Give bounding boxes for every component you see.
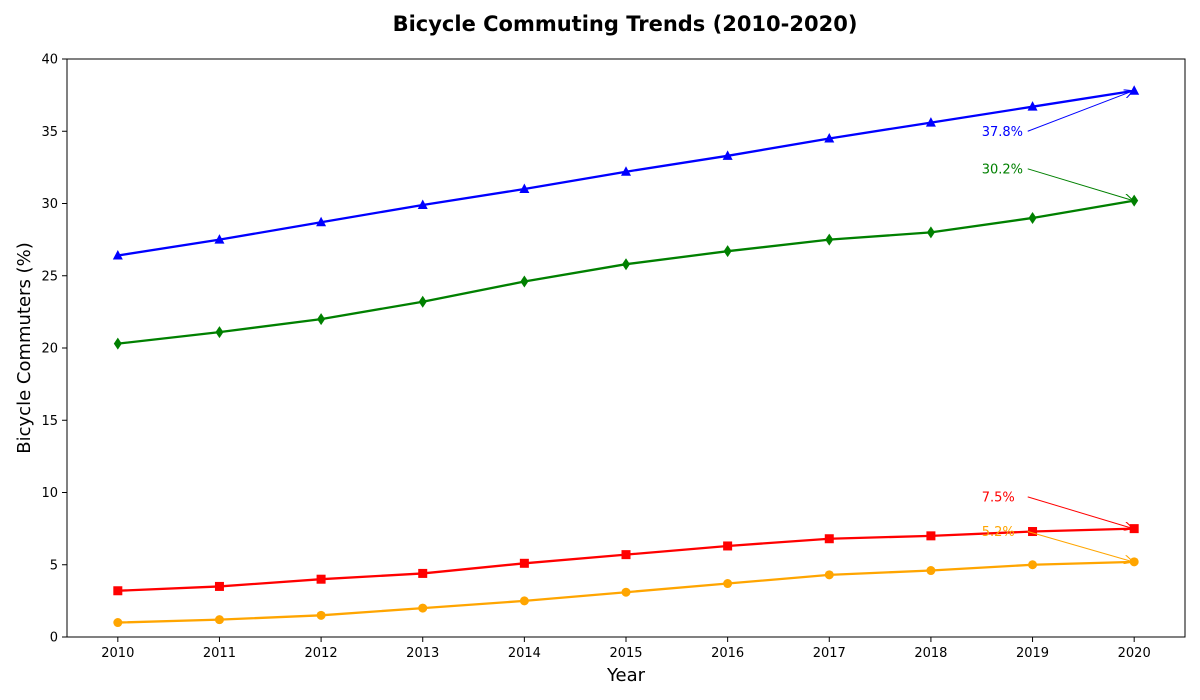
x-tick-label: 2015 [609,646,642,661]
data-point-diamond [1028,211,1037,224]
data-point-diamond [215,326,224,339]
data-point-square [926,531,936,541]
y-tick-label: 10 [41,486,58,501]
y-tick-label: 40 [41,53,58,68]
y-tick-label: 25 [41,269,58,284]
data-point-circle [1129,557,1139,567]
data-point-circle [621,587,631,597]
y-tick-label: 20 [41,342,58,357]
data-point-square [1028,527,1038,537]
data-point-circle [316,610,326,620]
data-point-square [113,586,123,596]
data-point-triangle [925,117,936,127]
data-point-square [316,574,326,584]
data-point-diamond [1130,194,1139,207]
x-tick-label: 2019 [1016,646,1049,661]
data-point-circle [214,615,224,625]
data-point-circle [418,603,428,613]
x-tick-label: 2018 [914,646,947,661]
y-axis-label: Bicycle Commuters (%) [14,242,35,453]
annotation-arrow [1027,91,1133,132]
data-point-triangle [824,132,835,143]
y-tick-label: 35 [41,125,58,140]
data-point-square [824,534,834,544]
data-point-diamond [317,313,326,326]
y-tick-label: 30 [41,197,58,212]
chart-title: Bicycle Commuting Trends (2010-2020) [393,12,858,36]
x-tick-label: 2020 [1118,646,1151,661]
data-point-square [519,558,529,568]
data-point-square [418,568,428,578]
data-point-triangle [214,234,225,244]
data-point-diamond [622,258,630,271]
data-point-triangle [621,166,631,176]
data-point-triangle [722,150,733,160]
data-point-triangle [1027,101,1038,111]
data-point-triangle [519,183,530,194]
x-tick-label: 2012 [305,646,338,661]
x-tick-label: 2014 [508,646,541,661]
annotation-arrow [1027,496,1133,529]
data-point-circle [824,570,834,580]
data-point-diamond [113,337,122,350]
x-axis-label: Year [606,665,646,686]
data-point-triangle [112,250,123,260]
data-point-circle [926,566,936,576]
annotation-arrow [1027,168,1133,201]
data-point-square [1129,524,1139,534]
y-tick-label: 0 [50,631,58,646]
annotation-label: 30.2% [982,162,1023,177]
series-0 [112,85,1140,260]
data-point-circle [113,618,123,628]
data-point-circle [723,579,733,589]
data-point-square [723,541,733,551]
series-1 [113,194,1139,350]
data-point-diamond [520,275,529,288]
data-point-square [214,581,224,591]
data-point-triangle [316,216,327,227]
x-tick-label: 2016 [711,646,744,661]
x-tick-label: 2017 [813,646,846,661]
x-tick-label: 2010 [101,646,134,661]
annotation-label: 5.2% [982,525,1015,540]
annotation-label: 37.8% [982,125,1023,140]
data-point-triangle [417,199,428,209]
y-tick-label: 15 [41,414,58,429]
data-point-circle [519,596,529,606]
x-tick-label: 2011 [203,646,236,661]
y-tick-label: 5 [50,558,58,573]
data-point-diamond [926,226,935,239]
x-tick-label: 2013 [406,646,439,661]
data-point-square [621,550,631,560]
data-point-circle [1028,560,1038,570]
annotation-label: 7.5% [982,490,1015,505]
data-point-triangle [1129,85,1140,95]
series-3 [113,557,1139,628]
data-point-diamond [825,233,834,246]
data-point-diamond [418,295,427,308]
data-point-diamond [723,245,732,258]
plot-area: 2010 2011 2012 2013 2014 2015 2016 2017 2018 2019… [41,53,1186,661]
annotation-arrow [1027,531,1133,562]
series-line [116,199,1136,345]
